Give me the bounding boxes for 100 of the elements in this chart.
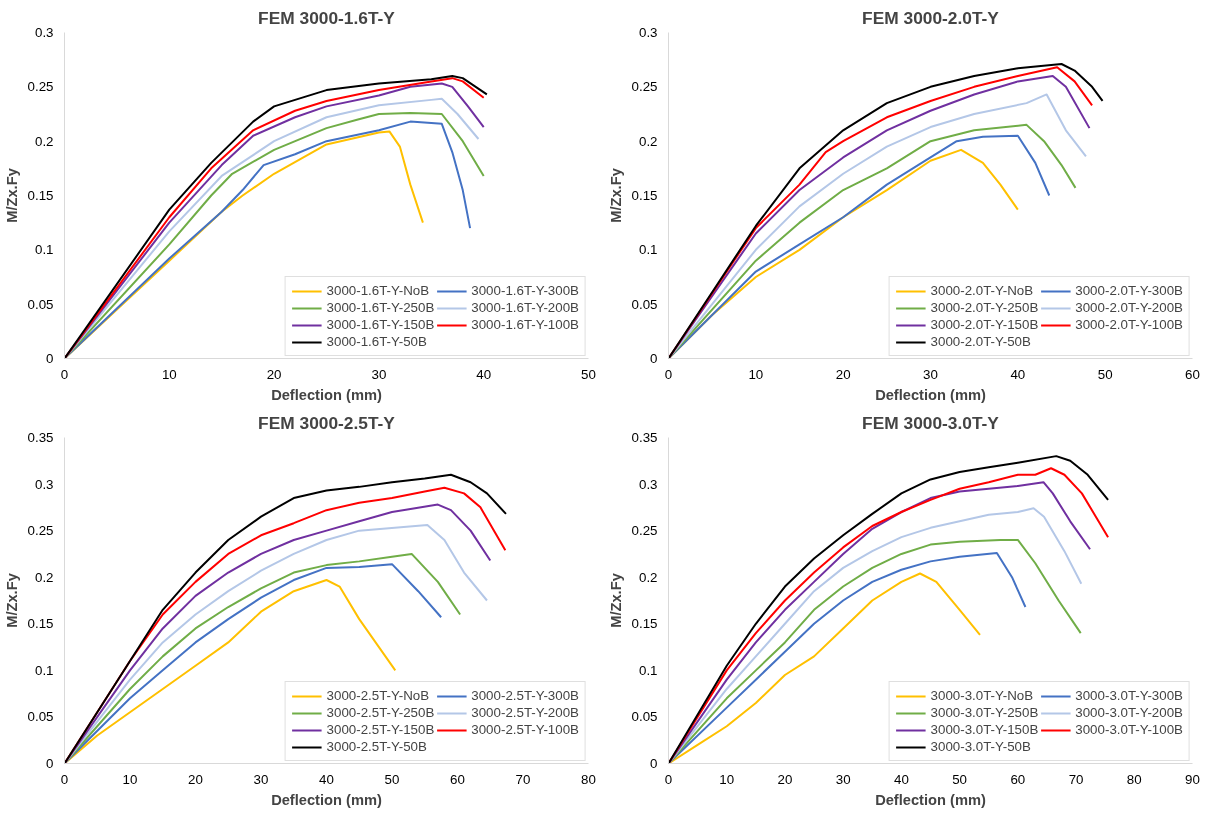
y-axis-title: M/Zx.Fy	[3, 572, 20, 628]
x-tick-label: 60	[1185, 366, 1200, 382]
y-tick-label: 0.35	[27, 430, 54, 445]
y-tick-label: 0.2	[638, 133, 658, 149]
x-tick-label: 70	[515, 771, 531, 787]
y-tick-label: 0.05	[27, 296, 54, 312]
y-tick-label: 0.15	[27, 616, 54, 632]
legend-label: 3000-2.5T-Y-250B	[326, 705, 435, 720]
legend-label: 3000-2.5T-Y-100B	[471, 722, 579, 737]
x-tick-label: 30	[923, 366, 938, 382]
x-tick-label: 70	[1068, 771, 1084, 787]
x-tick-label: 90	[1185, 771, 1200, 787]
x-tick-label: 10	[748, 366, 764, 382]
x-tick-label: 0	[60, 366, 69, 382]
legend-label: 3000-2.0T-Y-200B	[1075, 300, 1183, 315]
y-tick-label: 0.2	[34, 133, 54, 149]
legend-label: 3000-3.0T-Y-100B	[1075, 722, 1183, 737]
y-tick-label: 0.1	[34, 242, 54, 258]
y-tick-label: 0.3	[638, 25, 658, 40]
x-tick-label: 50	[1097, 366, 1113, 382]
y-tick-label: 0.15	[631, 616, 658, 632]
x-tick-label: 10	[161, 366, 177, 382]
legend-label: 3000-1.6T-Y-50B	[326, 334, 427, 349]
legend-label: 3000-1.6T-Y-250B	[326, 300, 435, 315]
y-axis-title: M/Zx.Fy	[607, 167, 624, 223]
x-tick-label: 40	[893, 771, 909, 787]
legend-label: 3000-1.6T-Y-200B	[471, 300, 579, 315]
legend-label: 3000-2.0T-Y-250B	[930, 300, 1039, 315]
y-tick-label: 0.2	[34, 569, 54, 585]
legend-label: 3000-3.0T-Y-200B	[1075, 705, 1183, 720]
legend-label: 3000-2.0T-Y-300B	[1075, 283, 1183, 298]
x-tick-label: 20	[266, 366, 282, 382]
y-tick-label: 0.3	[34, 476, 54, 492]
x-tick-label: 0	[60, 771, 69, 787]
y-tick-label: 0.05	[27, 709, 54, 725]
legend-label: 3000-3.0T-Y-250B	[930, 705, 1039, 720]
x-tick-label: 10	[719, 771, 735, 787]
y-tick-label: 0.35	[631, 430, 658, 445]
x-tick-label: 0	[664, 771, 673, 787]
x-tick-label: 30	[371, 366, 387, 382]
x-axis-title: Deflection (mm)	[271, 386, 382, 403]
legend-label: 3000-3.0T-Y-150B	[930, 722, 1039, 737]
x-tick-label: 40	[319, 771, 334, 787]
legend-label: 3000-2.0T-Y-NoB	[930, 283, 1034, 298]
legend-label: 3000-2.5T-Y-150B	[326, 722, 435, 737]
legend-label: 3000-3.0T-Y-NoB	[930, 688, 1034, 703]
x-tick-label: 20	[777, 771, 793, 787]
x-tick-label: 50	[952, 771, 968, 787]
chart-title: FEM 3000-2.0T-Y	[862, 7, 1000, 28]
chart-title: FEM 3000-2.5T-Y	[258, 412, 396, 433]
y-tick-label: 0	[46, 756, 54, 771]
x-tick-label: 40	[1010, 366, 1026, 382]
x-tick-label: 40	[476, 366, 492, 382]
x-tick-label: 10	[122, 771, 138, 787]
y-axis-title: M/Zx.Fy	[607, 572, 624, 628]
y-tick-label: 0.15	[27, 188, 54, 203]
x-tick-label: 80	[1126, 771, 1142, 787]
y-tick-label: 0.05	[631, 296, 658, 312]
x-tick-label: 80	[581, 771, 596, 787]
legend-label: 3000-3.0T-Y-300B	[1075, 688, 1183, 703]
legend-label: 3000-2.5T-Y-200B	[471, 705, 579, 720]
chart-title: FEM 3000-1.6T-Y	[258, 7, 396, 28]
y-tick-label: 0.2	[638, 569, 658, 585]
y-tick-label: 0.25	[27, 79, 54, 95]
legend-label: 3000-2.0T-Y-150B	[930, 317, 1039, 332]
legend-label: 3000-1.6T-Y-150B	[326, 317, 435, 332]
x-tick-label: 50	[581, 366, 596, 382]
y-tick-label: 0.25	[631, 79, 658, 95]
legend-label: 3000-2.5T-Y-NoB	[326, 688, 430, 703]
y-tick-label: 0	[46, 351, 54, 366]
y-tick-label: 0.25	[27, 523, 54, 539]
y-tick-label: 0.1	[34, 662, 54, 678]
legend-label: 3000-2.5T-Y-300B	[471, 688, 579, 703]
legend-label: 3000-2.0T-Y-50B	[930, 334, 1031, 349]
y-axis-title: M/Zx.Fy	[3, 167, 20, 223]
x-tick-label: 20	[188, 771, 203, 787]
x-axis-title: Deflection (mm)	[271, 791, 382, 808]
x-tick-label: 60	[1010, 771, 1026, 787]
x-axis-title: Deflection (mm)	[875, 386, 986, 403]
chart-title: FEM 3000-3.0T-Y	[862, 412, 1000, 433]
x-tick-label: 0	[664, 366, 673, 382]
y-tick-label: 0.15	[631, 188, 658, 203]
x-tick-label: 50	[384, 771, 400, 787]
y-tick-label: 0.1	[638, 662, 658, 678]
legend-label: 3000-1.6T-Y-NoB	[326, 283, 430, 298]
legend-label: 3000-3.0T-Y-50B	[930, 739, 1031, 754]
x-axis-title: Deflection (mm)	[875, 791, 986, 808]
y-tick-label: 0.1	[638, 242, 658, 258]
y-tick-label: 0.05	[631, 709, 658, 725]
y-tick-label: 0	[650, 351, 658, 366]
x-tick-label: 60	[450, 771, 465, 787]
x-tick-label: 30	[253, 771, 269, 787]
x-tick-label: 20	[835, 366, 851, 382]
y-tick-label: 0	[650, 756, 658, 771]
legend-label: 3000-2.0T-Y-100B	[1075, 317, 1183, 332]
x-tick-label: 30	[835, 771, 851, 787]
legend-label: 3000-1.6T-Y-300B	[471, 283, 579, 298]
y-tick-label: 0.25	[631, 523, 658, 539]
legend-label: 3000-1.6T-Y-100B	[471, 317, 579, 332]
y-tick-label: 0.3	[638, 476, 658, 492]
